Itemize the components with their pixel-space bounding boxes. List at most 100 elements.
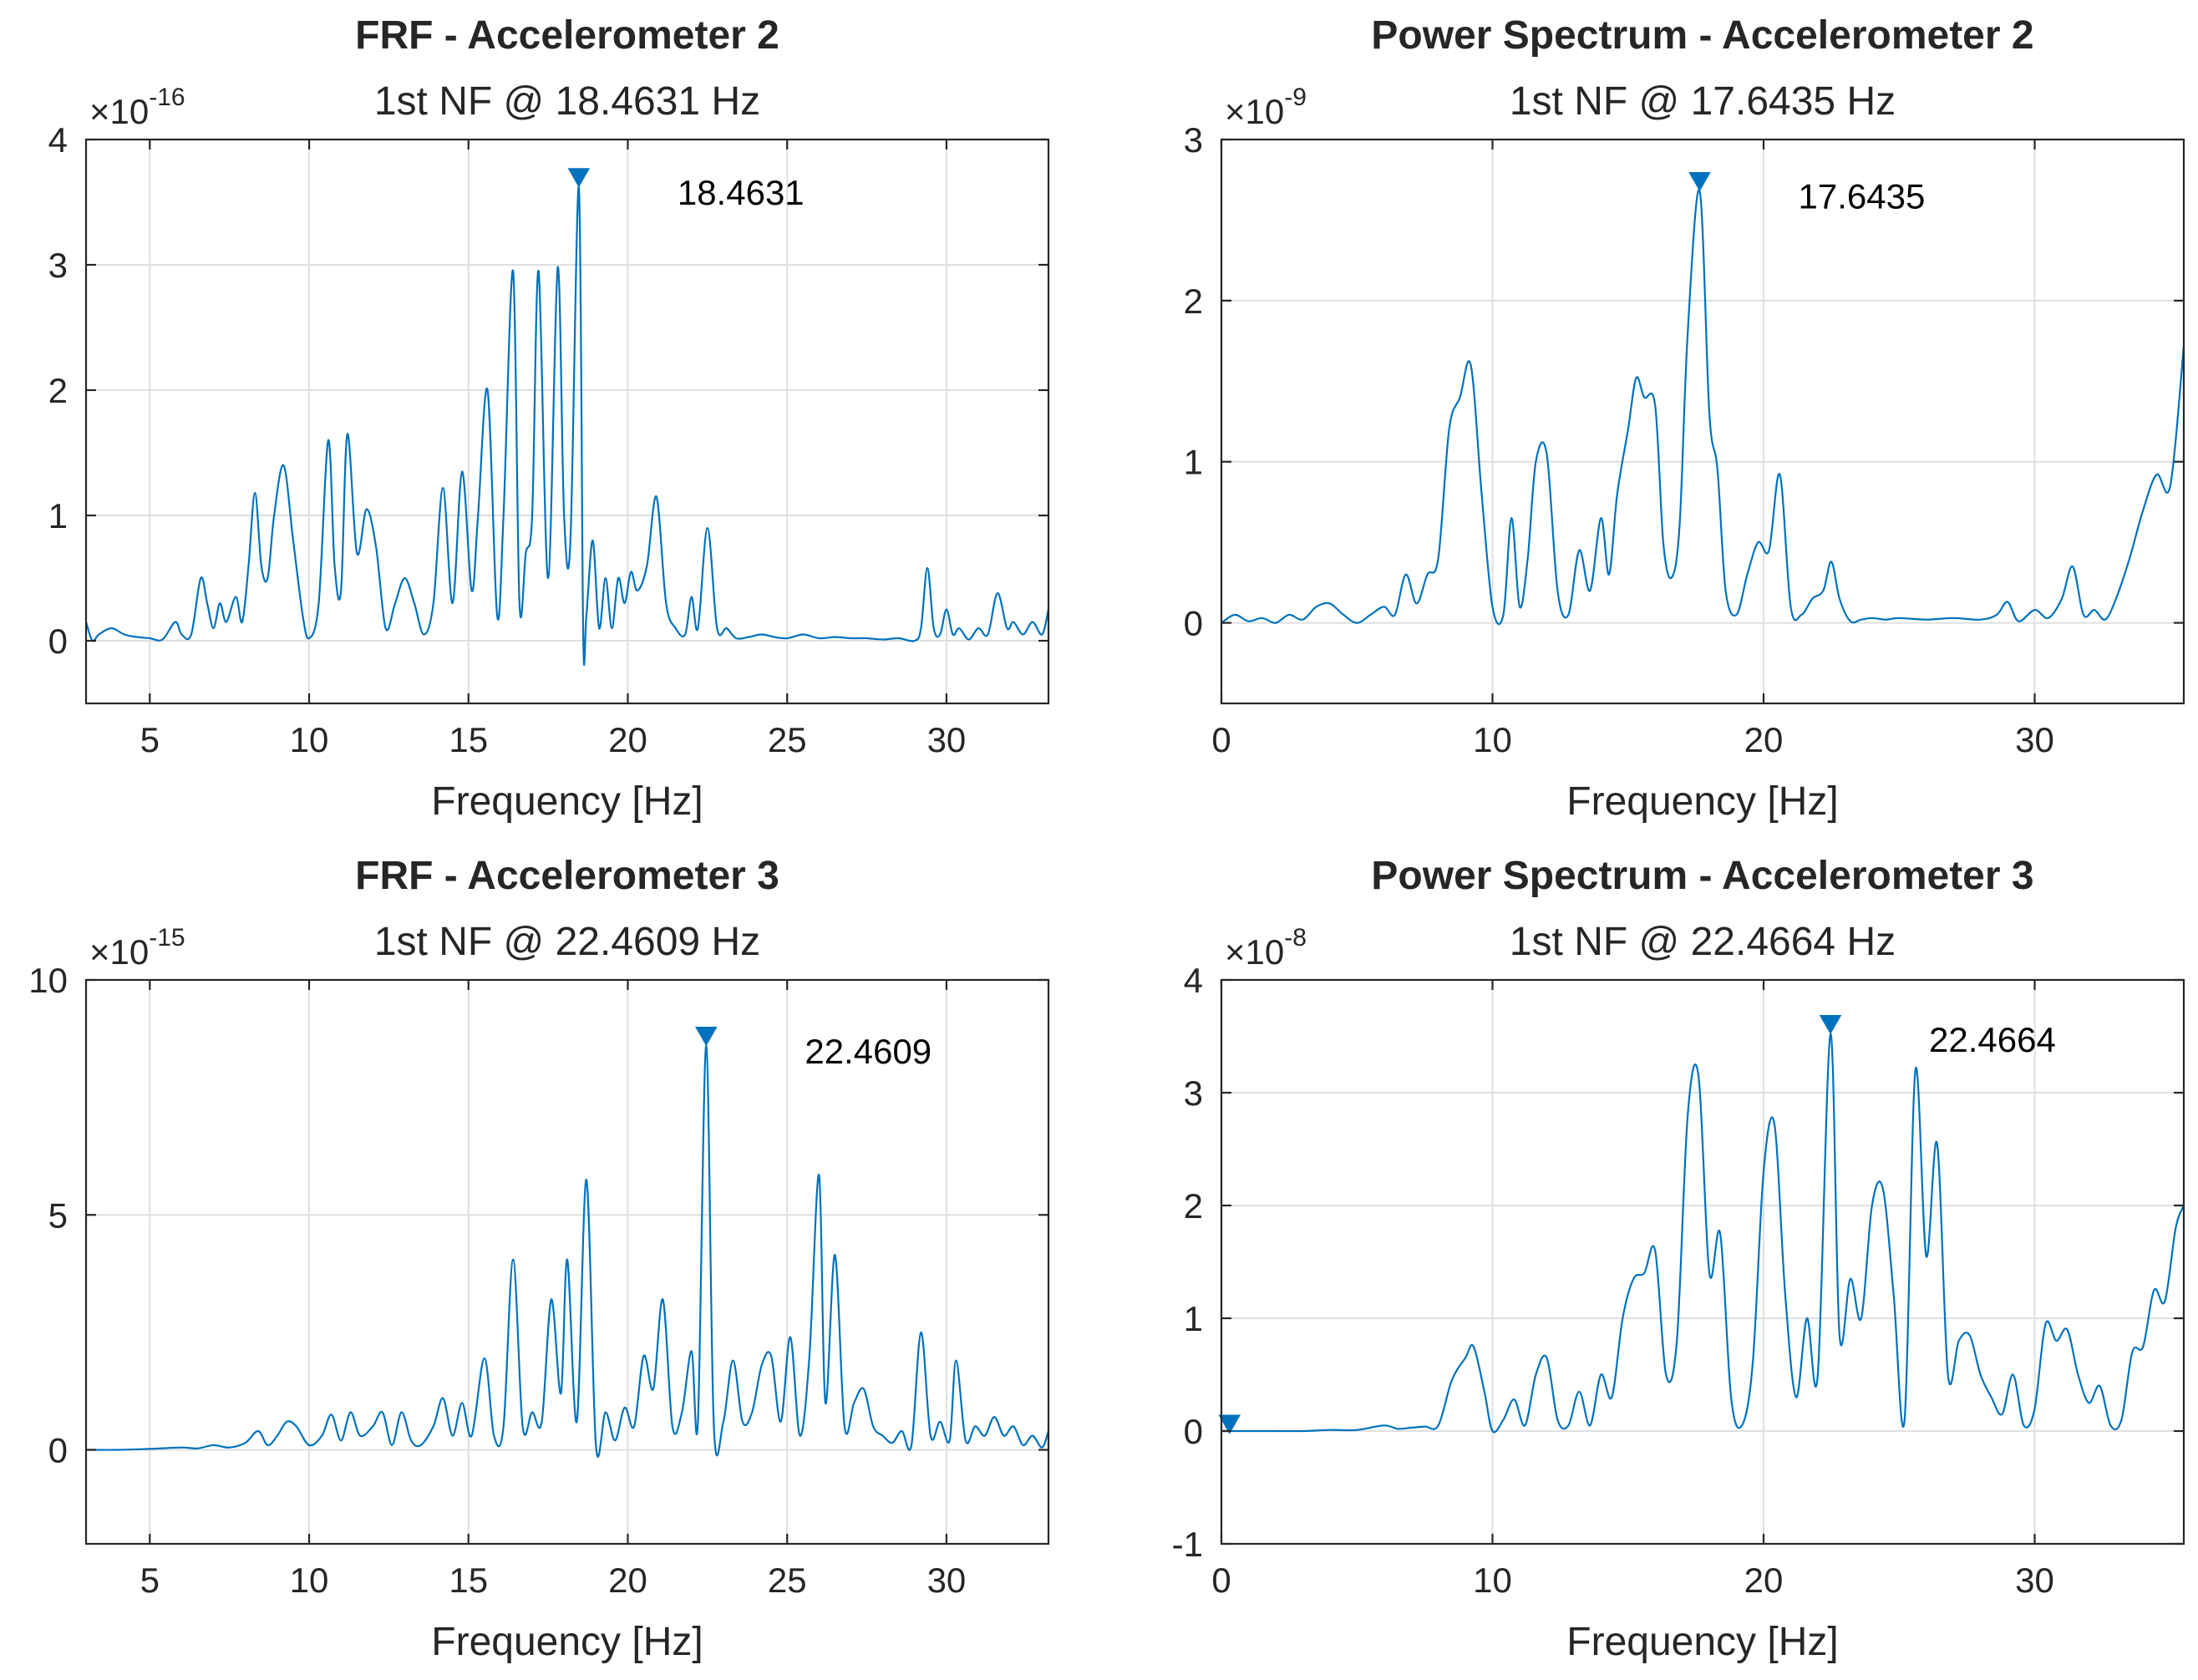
x-axis-label: Frequency [Hz] [431, 1620, 703, 1664]
panel-psd-accel-3: Power Spectrum - Accelerometer 3 1st NF … [1172, 854, 2185, 1664]
y-tick-label: 2 [1184, 1186, 1203, 1226]
x-tick-label: 20 [1744, 1561, 1784, 1600]
marker-layer: 17.6435 [1688, 171, 1926, 216]
y-tick-label: 0 [1184, 1412, 1203, 1451]
y-tick-label: 0 [1184, 604, 1203, 643]
chart-subtitle: 1st NF @ 22.4664 Hz [1510, 920, 1896, 964]
peak-label: 17.6435 [1799, 177, 1926, 216]
y-ticks: 0 5 10 [28, 961, 1048, 1470]
chart-title: Power Spectrum - Accelerometer 3 [1371, 854, 2033, 898]
series-line [84, 185, 1050, 666]
x-tick-label: 15 [449, 1561, 488, 1600]
y-tick-label: 3 [48, 246, 68, 285]
x-ticks: 0 10 20 30 [1211, 980, 2054, 1600]
chart-subtitle: 1st NF @ 17.6435 Hz [1510, 79, 1896, 124]
y-tick-label: 10 [28, 961, 68, 1000]
x-tick-label: 25 [768, 720, 807, 759]
x-axis-label: Frequency [Hz] [431, 779, 703, 824]
y-exponent-power: -15 [149, 924, 185, 952]
axes-frame [84, 978, 1050, 1545]
panel-frf-accel-2: FRF - Accelerometer 2 1st NF @ 18.4631 H… [48, 13, 1050, 824]
x-tick-label: 30 [927, 720, 967, 759]
y-exponent-base: ×10 [89, 932, 149, 972]
series-layer [85, 1044, 1050, 1458]
series-line [85, 1044, 1050, 1458]
peak-label: 22.4609 [805, 1032, 931, 1071]
y-exponent: ×10-9 [1225, 84, 1307, 131]
start-marker [1218, 1414, 1241, 1434]
peak-marker [695, 1027, 718, 1047]
peak-marker [1819, 1015, 1842, 1035]
y-tick-label: 5 [48, 1195, 68, 1235]
axes-frame [84, 138, 1050, 705]
peak-marker [1688, 171, 1711, 192]
y-exponent: ×10-16 [89, 84, 185, 131]
x-tick-label: 30 [2015, 720, 2054, 759]
x-tick-label: 10 [290, 1561, 329, 1600]
y-tick-label: 1 [1184, 443, 1203, 482]
x-tick-label: 15 [449, 720, 488, 759]
y-exponent-power: -16 [149, 84, 185, 111]
y-ticks: -1 0 1 2 3 4 [1172, 961, 2184, 1564]
y-exponent-base: ×10 [89, 92, 149, 131]
y-exponent: ×10-15 [89, 924, 185, 972]
y-exponent-base: ×10 [1225, 92, 1284, 131]
x-axis-label: Frequency [Hz] [1566, 1620, 1838, 1664]
marker-layer: 22.4664 [1218, 1015, 2056, 1434]
x-ticks: 0 10 20 30 [1211, 140, 2054, 759]
y-tick-label: 0 [48, 622, 68, 661]
peak-label: 18.4631 [678, 173, 805, 212]
y-tick-label: 3 [1184, 120, 1203, 160]
chart-title: FRF - Accelerometer 2 [355, 13, 779, 58]
y-tick-label: 0 [48, 1431, 68, 1470]
x-tick-label: 0 [1211, 1561, 1231, 1600]
grid [1221, 979, 2184, 1545]
y-tick-label: 1 [1184, 1299, 1203, 1338]
peak-marker [567, 168, 591, 188]
x-tick-label: 20 [1744, 720, 1784, 759]
y-tick-label: 2 [48, 371, 68, 410]
x-tick-label: 30 [2015, 1561, 2054, 1600]
y-ticks: 0 1 2 3 [1184, 120, 2184, 643]
y-tick-label: 2 [1184, 282, 1203, 321]
x-tick-label: 25 [768, 1561, 807, 1600]
y-tick-label: 4 [48, 120, 68, 160]
series-line [1221, 1033, 2185, 1434]
axes-frame [1220, 978, 2185, 1545]
x-tick-label: 20 [608, 720, 647, 759]
chart-subtitle: 1st NF @ 18.4631 Hz [374, 79, 760, 124]
x-tick-label: 10 [1473, 1561, 1512, 1600]
series-layer [1221, 1033, 2185, 1434]
x-tick-label: 10 [290, 720, 329, 759]
x-tick-label: 30 [927, 1561, 967, 1600]
axes-frame [1220, 138, 2185, 705]
y-ticks: 0 1 2 3 4 [48, 120, 1048, 661]
y-exponent-base: ×10 [1225, 932, 1284, 972]
x-axis-label: Frequency [Hz] [1566, 779, 1838, 824]
x-tick-label: 0 [1211, 720, 1231, 759]
panel-psd-accel-2: Power Spectrum - Accelerometer 2 1st NF … [1184, 13, 2185, 824]
marker-layer: 22.4609 [695, 1027, 931, 1071]
series-line [1221, 189, 2185, 626]
x-ticks: 5 10 15 20 25 30 [140, 140, 967, 759]
grid [86, 139, 1048, 703]
x-ticks: 5 10 15 20 25 30 [140, 980, 967, 1600]
y-exponent-power: -9 [1284, 84, 1307, 111]
chart-subtitle: 1st NF @ 22.4609 Hz [374, 920, 760, 964]
peak-label: 22.4664 [1929, 1020, 2056, 1059]
chart-title: Power Spectrum - Accelerometer 2 [1371, 13, 2033, 58]
marker-layer: 18.4631 [567, 168, 805, 212]
y-tick-label: -1 [1172, 1525, 1203, 1564]
y-tick-label: 4 [1184, 961, 1203, 1000]
y-tick-label: 1 [48, 496, 68, 535]
x-tick-label: 10 [1473, 720, 1512, 759]
y-exponent: ×10-8 [1225, 924, 1307, 972]
chart-title: FRF - Accelerometer 3 [355, 854, 779, 898]
y-tick-label: 3 [1184, 1073, 1203, 1113]
panel-frf-accel-3: FRF - Accelerometer 3 1st NF @ 22.4609 H… [28, 854, 1050, 1664]
y-exponent-power: -8 [1284, 924, 1307, 952]
series-layer [1221, 189, 2185, 626]
x-tick-label: 5 [140, 1561, 160, 1600]
x-tick-label: 5 [140, 720, 160, 759]
